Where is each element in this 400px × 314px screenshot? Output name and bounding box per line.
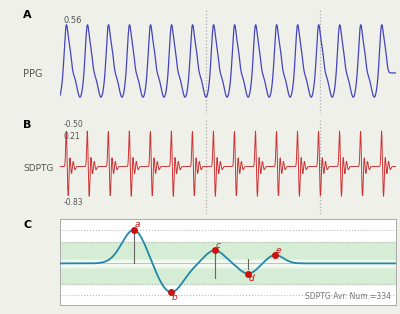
Bar [60, 242, 396, 259]
Text: d: d [249, 274, 254, 283]
Text: SDPTG Avr. Num.=334: SDPTG Avr. Num.=334 [305, 292, 391, 301]
Text: 0.21: 0.21 [63, 132, 80, 141]
Text: C: C [23, 220, 31, 230]
Bar [60, 268, 396, 284]
Text: A: A [23, 10, 32, 20]
Text: PPG: PPG [23, 69, 42, 79]
Text: b: b [171, 293, 177, 302]
Bar [60, 259, 396, 268]
Text: 0.56: 0.56 [63, 16, 82, 25]
Text: -0.50: -0.50 [63, 120, 83, 129]
Text: -0.83: -0.83 [63, 198, 83, 208]
Text: c: c [216, 241, 220, 250]
Text: e: e [276, 246, 281, 255]
Text: B: B [23, 120, 32, 130]
Text: a: a [134, 220, 140, 230]
Text: SDPTG: SDPTG [23, 164, 54, 173]
